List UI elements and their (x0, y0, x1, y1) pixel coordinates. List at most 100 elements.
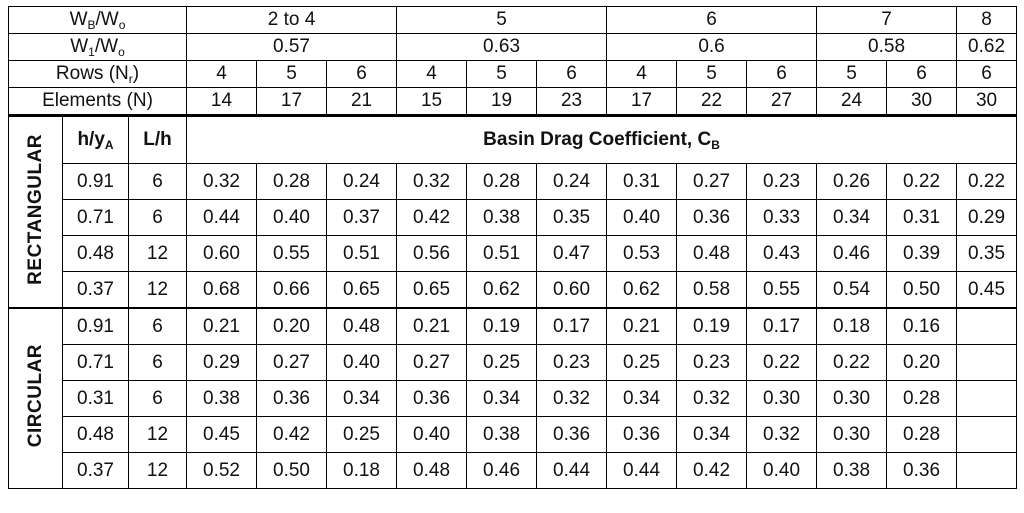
value-cell: 0.34 (606, 380, 678, 417)
value-cell: 0.45 (956, 271, 1018, 309)
l-h-cell: 6 (128, 199, 187, 236)
header-label: Elements (N) (8, 87, 187, 117)
empty-cell (956, 380, 1018, 417)
value-cell: 0.32 (746, 416, 818, 453)
value-cell: 0.18 (325, 452, 398, 489)
value-cell: 0.38 (466, 416, 538, 453)
header-cell: 6 (746, 60, 818, 88)
header-row: Rows (Nr) 4 5 6 4 5 6 4 5 6 5 6 6 (8, 60, 1018, 88)
caption-row: RECTANGULAR h/yA L/h Basin Drag Coefficient… (8, 115, 1018, 309)
header-row: Elements (N) 14 17 21 15 19 23 17 22 27 24 30 30 (8, 87, 1018, 117)
value-cell: 0.50 (256, 452, 327, 489)
value-cell: 0.35 (956, 235, 1018, 272)
l-h-cell: 12 (128, 235, 187, 272)
header-cell: 4 (396, 60, 468, 88)
value-cell: 0.30 (746, 380, 818, 417)
table-body: WB/Wo 2 to 4 5 6 7 8 W1/Wo 0.57 0.63 0.6 0.58 0.62 R… (8, 6, 1018, 489)
header-cell: 30 (886, 87, 958, 117)
value-cell: 0.24 (325, 163, 398, 200)
data-row: 0.37 12 0.68 0.66 0.65 0.65 0.62 0.60 0.62 0.58 0.… (9, 271, 1018, 309)
value-cell: 0.17 (536, 307, 608, 345)
value-cell: 0.29 (186, 344, 257, 381)
value-cell: 0.26 (816, 163, 888, 200)
empty-cell (956, 344, 1018, 381)
value-cell: 0.24 (536, 163, 608, 200)
value-cell: 0.50 (886, 271, 958, 309)
header-cell: 14 (186, 87, 257, 117)
value-cell: 0.56 (396, 235, 468, 272)
h-ya-cell: 0.37 (62, 452, 129, 489)
value-cell: 0.27 (396, 344, 468, 381)
label-text: /W (94, 36, 119, 57)
value-cell: 0.39 (886, 235, 958, 272)
value-cell: 0.60 (186, 235, 257, 272)
value-cell: 0.48 (396, 452, 468, 489)
value-cell: 0.38 (816, 452, 888, 489)
header-cell: 7 (816, 6, 958, 34)
header-cell: 0.62 (956, 33, 1018, 61)
label-text: W (70, 36, 89, 57)
header-cell: 8 (956, 6, 1018, 34)
value-cell: 0.32 (186, 163, 257, 200)
value-cell: 0.48 (325, 307, 398, 345)
data-row: 0.37 12 0.52 0.50 0.18 0.48 0.46 0.44 0.44 0.42 0.… (9, 452, 1018, 489)
value-cell: 0.40 (325, 344, 398, 381)
value-cell: 0.22 (816, 344, 888, 381)
h-ya-cell: 0.31 (62, 380, 129, 417)
value-cell: 0.44 (186, 199, 257, 236)
header-cell: 5 (466, 60, 538, 88)
value-cell: 0.27 (256, 344, 327, 381)
label-text: Basin Drag Coefficient, C (483, 129, 712, 150)
value-cell: 0.28 (256, 163, 327, 200)
value-cell: 0.28 (886, 416, 958, 453)
value-cell: 0.44 (536, 452, 608, 489)
value-cell: 0.36 (536, 416, 608, 453)
value-cell: 0.34 (466, 380, 538, 417)
l-h-cell: 6 (128, 163, 187, 200)
value-cell: 0.40 (746, 452, 818, 489)
header-cell: 17 (606, 87, 678, 117)
header-label: WB/Wo (8, 6, 187, 34)
value-cell: 0.30 (816, 416, 888, 453)
value-cell: 0.54 (816, 271, 888, 309)
header-cell: 6 (606, 6, 818, 34)
value-cell: 0.62 (606, 271, 678, 309)
subscript: o (118, 18, 126, 32)
header-cell: 6 (325, 60, 398, 88)
value-cell: 0.68 (186, 271, 257, 309)
label-text: Elements (N) (42, 90, 153, 111)
header-cell: 22 (676, 87, 748, 117)
header-cell: 2 to 4 (185, 6, 398, 34)
value-cell: 0.29 (956, 199, 1018, 236)
value-cell: 0.38 (466, 199, 538, 236)
value-cell: 0.28 (466, 163, 538, 200)
subscript: r (128, 72, 133, 86)
data-row: 0.91 6 0.32 0.28 0.24 0.32 0.28 0.24 0.31 0.27 0.2… (9, 163, 1018, 200)
table-container: WB/Wo 2 to 4 5 6 7 8 W1/Wo 0.57 0.63 0.6 0.58 0.62 R… (8, 6, 1018, 489)
header-cell: 0.6 (606, 33, 818, 61)
header-cell: 4 (606, 60, 678, 88)
value-cell: 0.23 (536, 344, 608, 381)
header-cell: 21 (325, 87, 398, 117)
value-cell: 0.51 (325, 235, 398, 272)
label-text: h/y (77, 129, 105, 150)
data-row: CIRCULAR 0.91 6 0.21 0.20 0.48 0.21 0.19 0.17 0.2… (8, 307, 1018, 489)
h-ya-cell: 0.48 (62, 416, 129, 453)
value-cell: 0.55 (256, 235, 327, 272)
value-cell: 0.42 (676, 452, 748, 489)
header-cell: 5 (256, 60, 327, 88)
header-cell: 17 (256, 87, 327, 117)
data-row: 0.48 12 0.60 0.55 0.51 0.56 0.51 0.47 0.53 0.48 0.… (9, 235, 1018, 272)
value-cell: 0.20 (886, 344, 958, 381)
empty-cell (956, 307, 1018, 345)
data-row: 0.71 6 0.44 0.40 0.37 0.42 0.38 0.35 0.40 0.36 0.3… (9, 199, 1018, 236)
label-text: Rows (N (55, 63, 129, 84)
label-text: W (69, 9, 88, 30)
l-h-cell: 12 (128, 271, 187, 309)
value-cell: 0.25 (606, 344, 678, 381)
value-cell: 0.32 (676, 380, 748, 417)
value-cell: 0.20 (256, 307, 327, 345)
value-cell: 0.22 (956, 163, 1018, 200)
label-text: ) (132, 63, 140, 84)
